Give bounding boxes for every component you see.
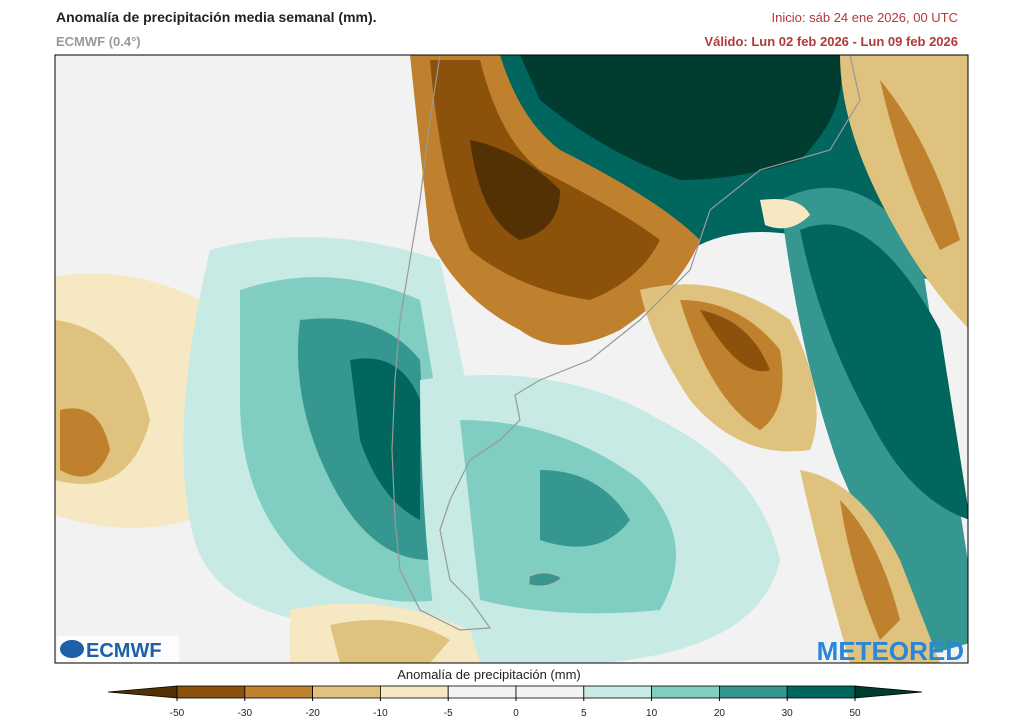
colorbar-tick-label: 50 xyxy=(849,708,861,719)
colorbar-segment xyxy=(786,685,856,699)
colorbar-segment xyxy=(583,685,652,699)
colorbar-tick-label: 10 xyxy=(646,708,658,719)
valid-range: Válido: Lun 02 feb 2026 - Lun 09 feb 202… xyxy=(704,34,958,49)
colorbar: -50 -30 -20 -10 -5 0 5 10 20 30 50 xyxy=(107,685,923,719)
colorbar-segment xyxy=(312,685,381,699)
colorbar-segment xyxy=(651,685,720,699)
colorbar-segment xyxy=(176,685,246,699)
colorbar-segment xyxy=(719,685,788,699)
map: ECMWF METEORED xyxy=(54,54,969,666)
colorbar-tick-label: 30 xyxy=(782,708,794,719)
init-date: Inicio: sáb 24 ene 2026, 00 UTC xyxy=(772,10,958,25)
colorbar-end xyxy=(107,685,178,699)
colorbar-segment xyxy=(244,685,314,699)
colorbar-tick-label: -10 xyxy=(373,708,388,719)
colorbar-tick-label: 5 xyxy=(581,708,587,719)
colorbar-segment xyxy=(379,685,449,699)
colorbar-title: Anomalía de precipitación (mm) xyxy=(397,667,581,682)
colorbar-tick-label: -20 xyxy=(305,708,320,719)
model: ECMWF (0.4°) xyxy=(56,34,141,49)
colorbar-tick-label: 20 xyxy=(714,708,726,719)
colorbar-tick-label: -50 xyxy=(170,708,185,719)
ecmwf-logo: ECMWF xyxy=(86,640,162,662)
colorbar-segment xyxy=(515,685,585,699)
colorbar-end xyxy=(854,685,923,699)
meteored-logo: METEORED xyxy=(817,636,964,666)
colorbar-tick-label: -5 xyxy=(444,708,453,719)
colorbar-tick-label: 0 xyxy=(513,708,519,719)
title: Anomalía de precipitación media semanal … xyxy=(56,9,377,25)
colorbar-tick-label: -30 xyxy=(238,708,253,719)
colorbar-segment xyxy=(447,685,517,699)
